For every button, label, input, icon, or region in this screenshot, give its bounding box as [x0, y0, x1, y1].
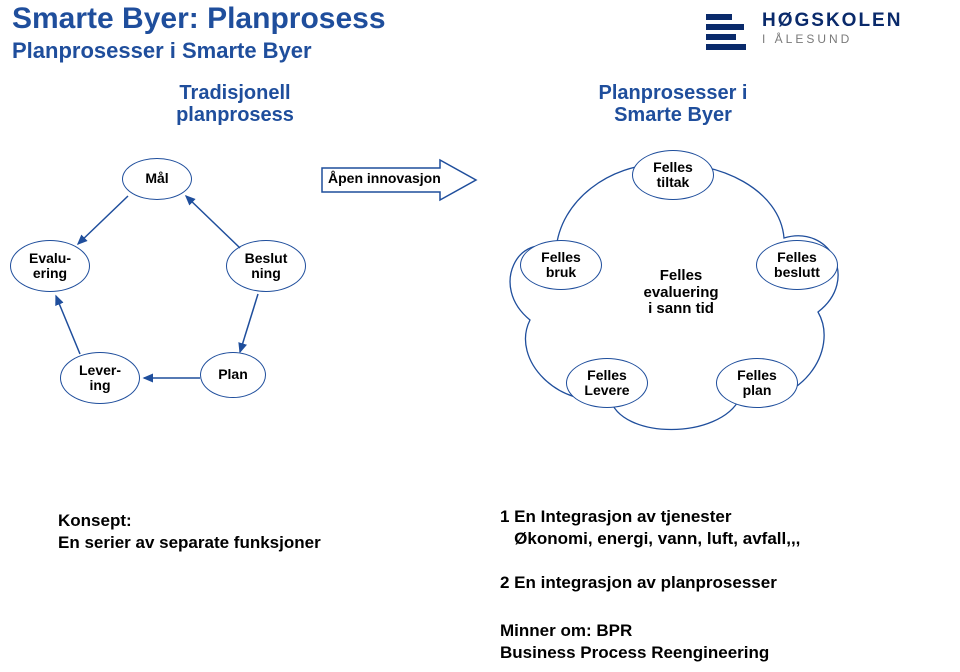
node-beslutt: Felles beslutt: [756, 240, 838, 290]
node-maal: Mål: [122, 158, 192, 200]
left-column-header: Tradisjonell planprosess: [140, 82, 330, 126]
logo-subtext: I ÅLESUND: [762, 32, 852, 46]
right-outline: [0, 0, 960, 480]
logo-icon: [706, 14, 750, 52]
node-evaluering: Evalu- ering: [10, 240, 90, 292]
concept-line1: Konsept:: [58, 510, 321, 532]
node-plan: Plan: [200, 352, 266, 398]
rhs-p3a: Minner om: BPR: [500, 620, 769, 642]
node-bruk: Felles bruk: [520, 240, 602, 290]
node-levere: Felles Levere: [566, 358, 648, 408]
block-arrow-label: Åpen innovasjon: [328, 170, 441, 186]
right-column-header: Planprosesser i Smarte Byer: [568, 82, 778, 126]
left-arrows: [0, 0, 330, 430]
node-tiltak: Felles tiltak: [632, 150, 714, 200]
logo: HØGSKOLEN I ÅLESUND: [706, 8, 936, 58]
rhs-p1a: 1 En Integrasjon av tjenester: [500, 506, 800, 528]
center-label: Felles evaluering i sann tid: [626, 268, 736, 318]
page-subtitle: Planprosesser i Smarte Byer: [12, 38, 312, 64]
rhs-p3b: Business Process Reengineering: [500, 642, 769, 664]
concept-block: Konsept: En serier av separate funksjone…: [58, 510, 321, 554]
node-plan-r: Felles plan: [716, 358, 798, 408]
rhs-p1b: Økonomi, energi, vann, luft, avfall,,,: [500, 528, 800, 550]
logo-text: HØGSKOLEN: [762, 10, 902, 32]
block-arrow: Åpen innovasjon: [320, 158, 480, 207]
node-beslutning: Beslut ning: [226, 240, 306, 292]
page-title: Smarte Byer: Planprosess: [12, 2, 386, 36]
rhs-p1: 1 En Integrasjon av tjenester Økonomi, e…: [500, 506, 800, 550]
node-levering: Lever- ing: [60, 352, 140, 404]
rhs-p2: 2 En integrasjon av planprosesser: [500, 572, 777, 594]
rhs-p3: Minner om: BPR Business Process Reengine…: [500, 620, 769, 664]
concept-line2: En serier av separate funksjoner: [58, 532, 321, 554]
